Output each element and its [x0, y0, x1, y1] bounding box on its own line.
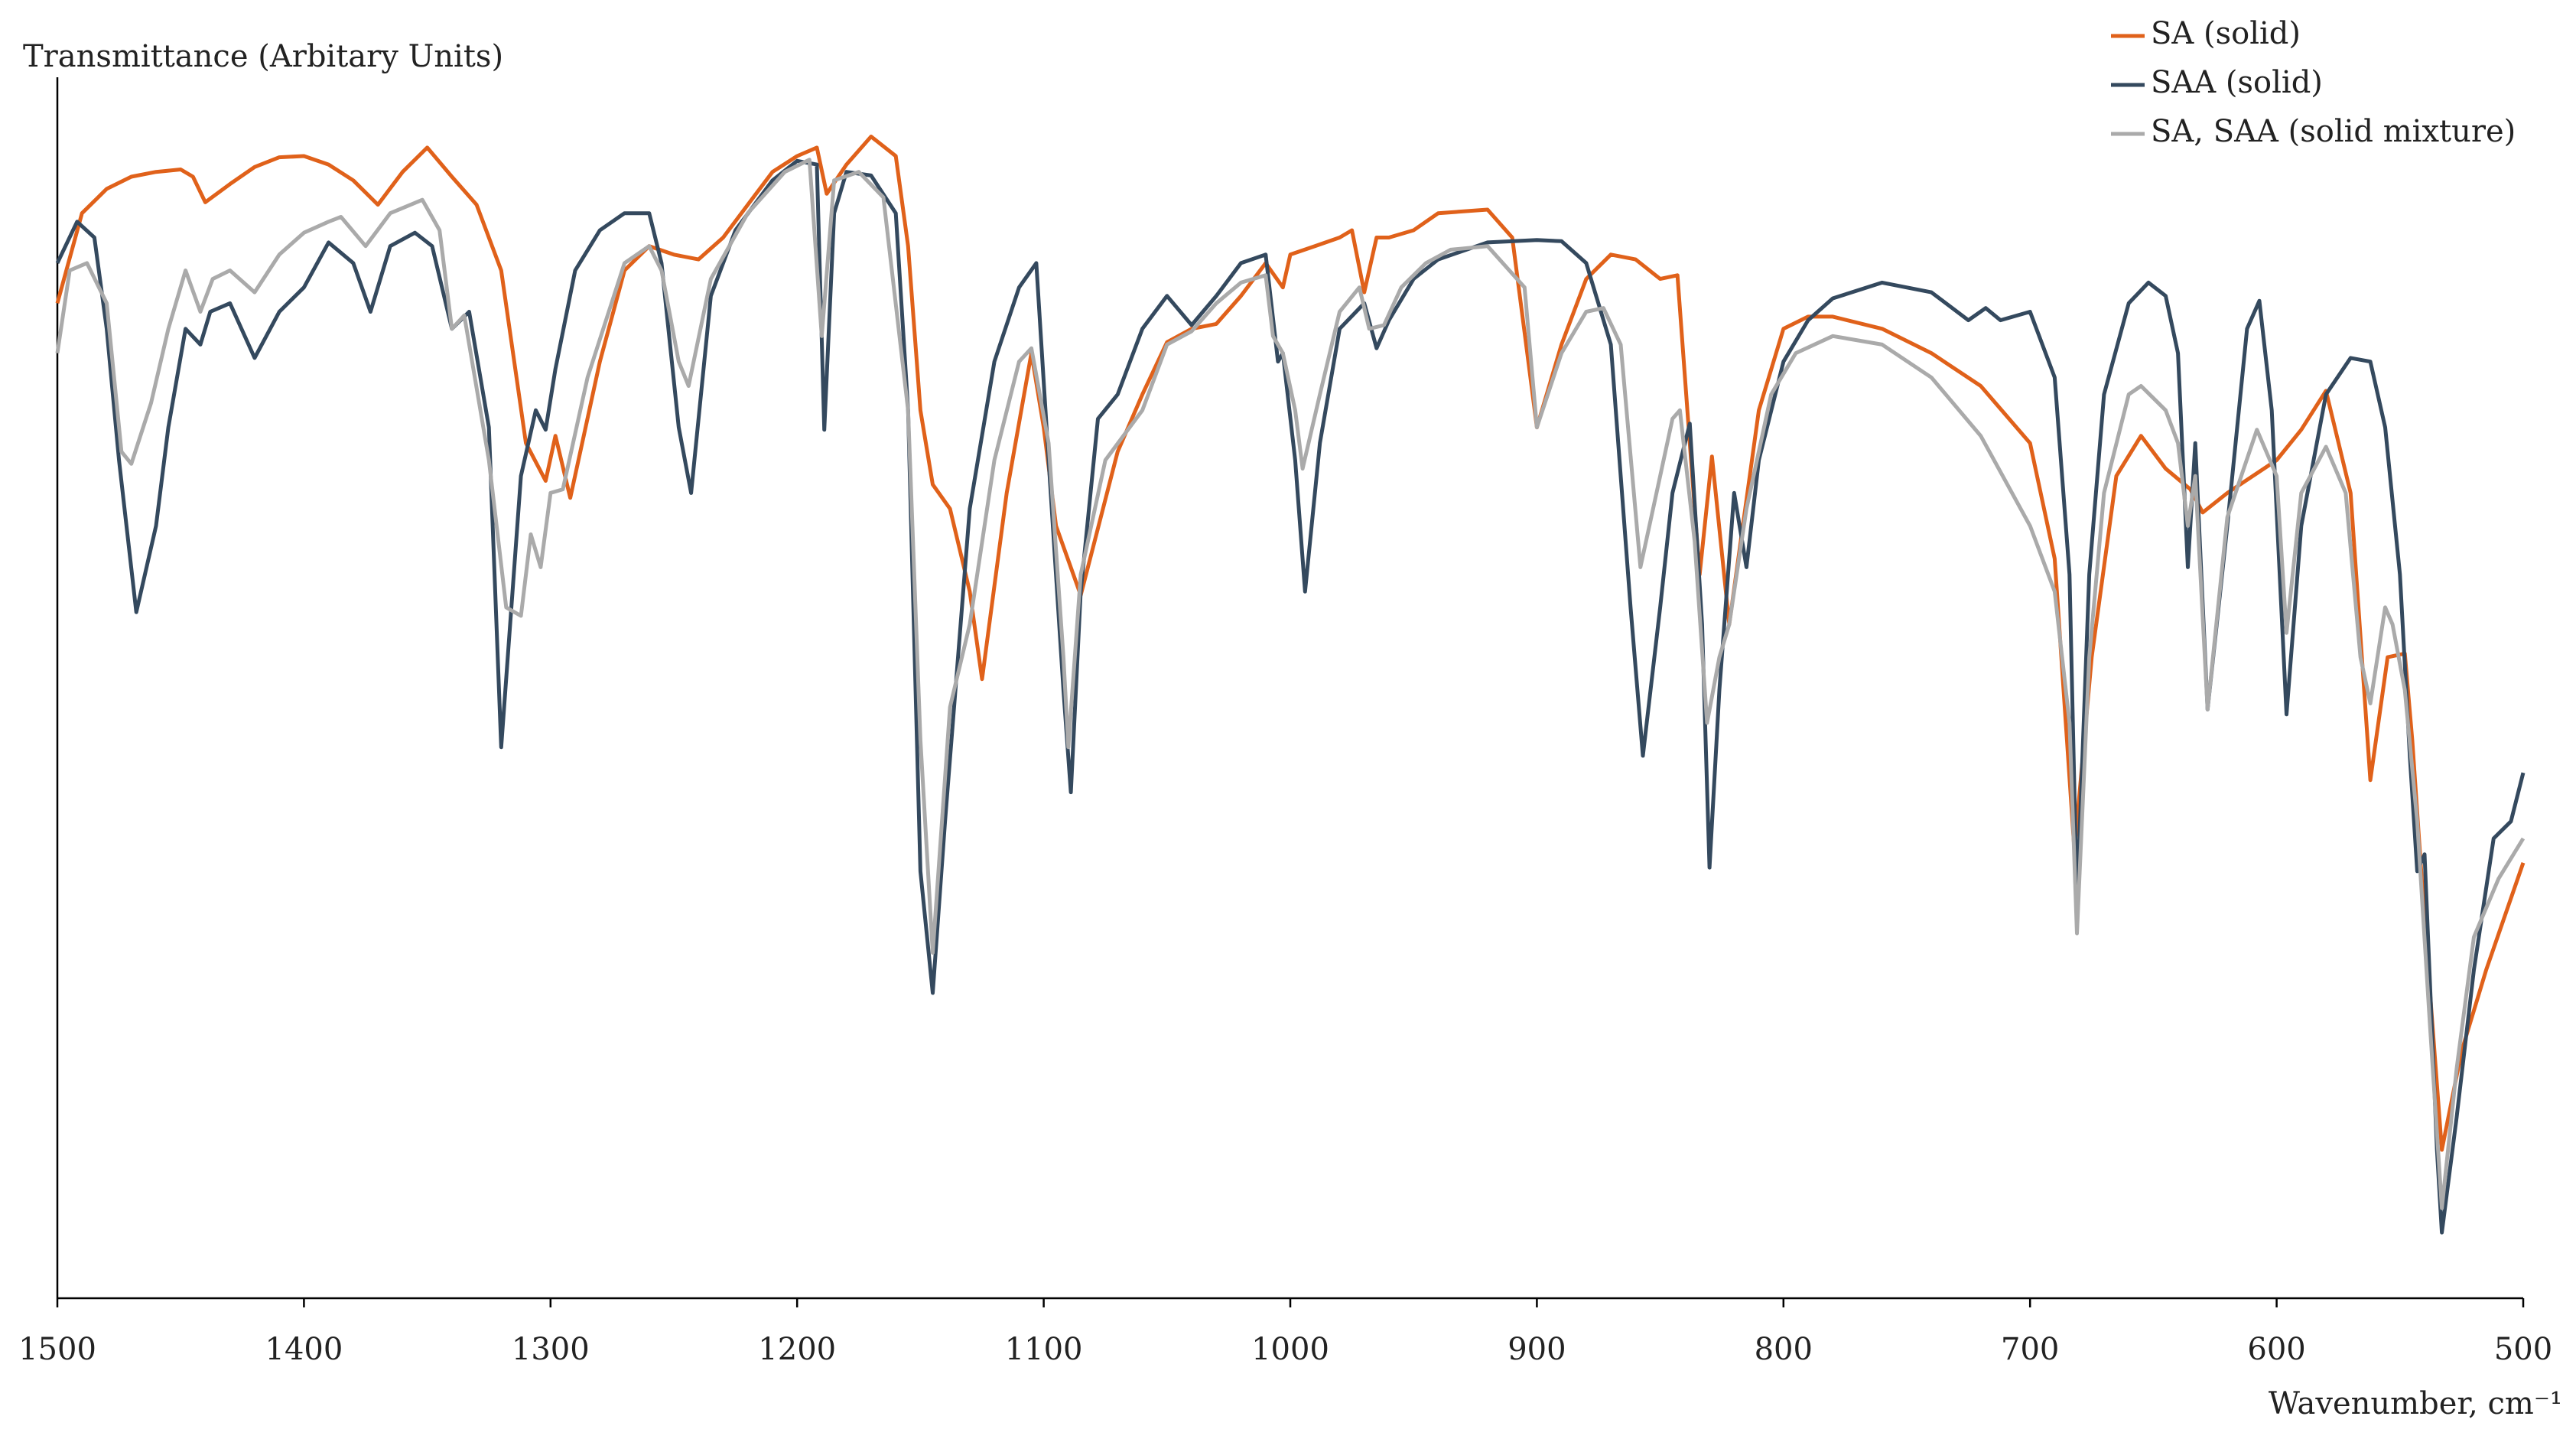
x-tick-label: 1200: [758, 1332, 836, 1367]
series-line: [55, 158, 2526, 1210]
legend-label: SAA (solid): [2151, 65, 2323, 100]
x-tick-label: 1100: [1005, 1332, 1083, 1367]
legend-label: SA, SAA (solid mixture): [2151, 114, 2516, 149]
x-tick-label: 500: [2494, 1332, 2552, 1367]
x-axis-label: Wavenumber, cm⁻¹: [2269, 1386, 2562, 1421]
x-tick-label: 700: [2001, 1332, 2059, 1367]
x-tick-label: 600: [2247, 1332, 2305, 1367]
x-tick-label: 1000: [1251, 1332, 1329, 1367]
y-axis-label: Transmittance (Arbitary Units): [23, 39, 503, 74]
x-tick-label: 800: [1755, 1332, 1813, 1367]
x-tick-label: 1300: [512, 1332, 590, 1367]
x-tick-label: 900: [1508, 1332, 1566, 1367]
x-tick-label: 1500: [18, 1332, 96, 1367]
series-line: [55, 158, 2526, 1235]
x-tick-label: 1400: [265, 1332, 343, 1367]
series-line: [55, 135, 2526, 1152]
legend-label: SA (solid): [2151, 16, 2301, 51]
